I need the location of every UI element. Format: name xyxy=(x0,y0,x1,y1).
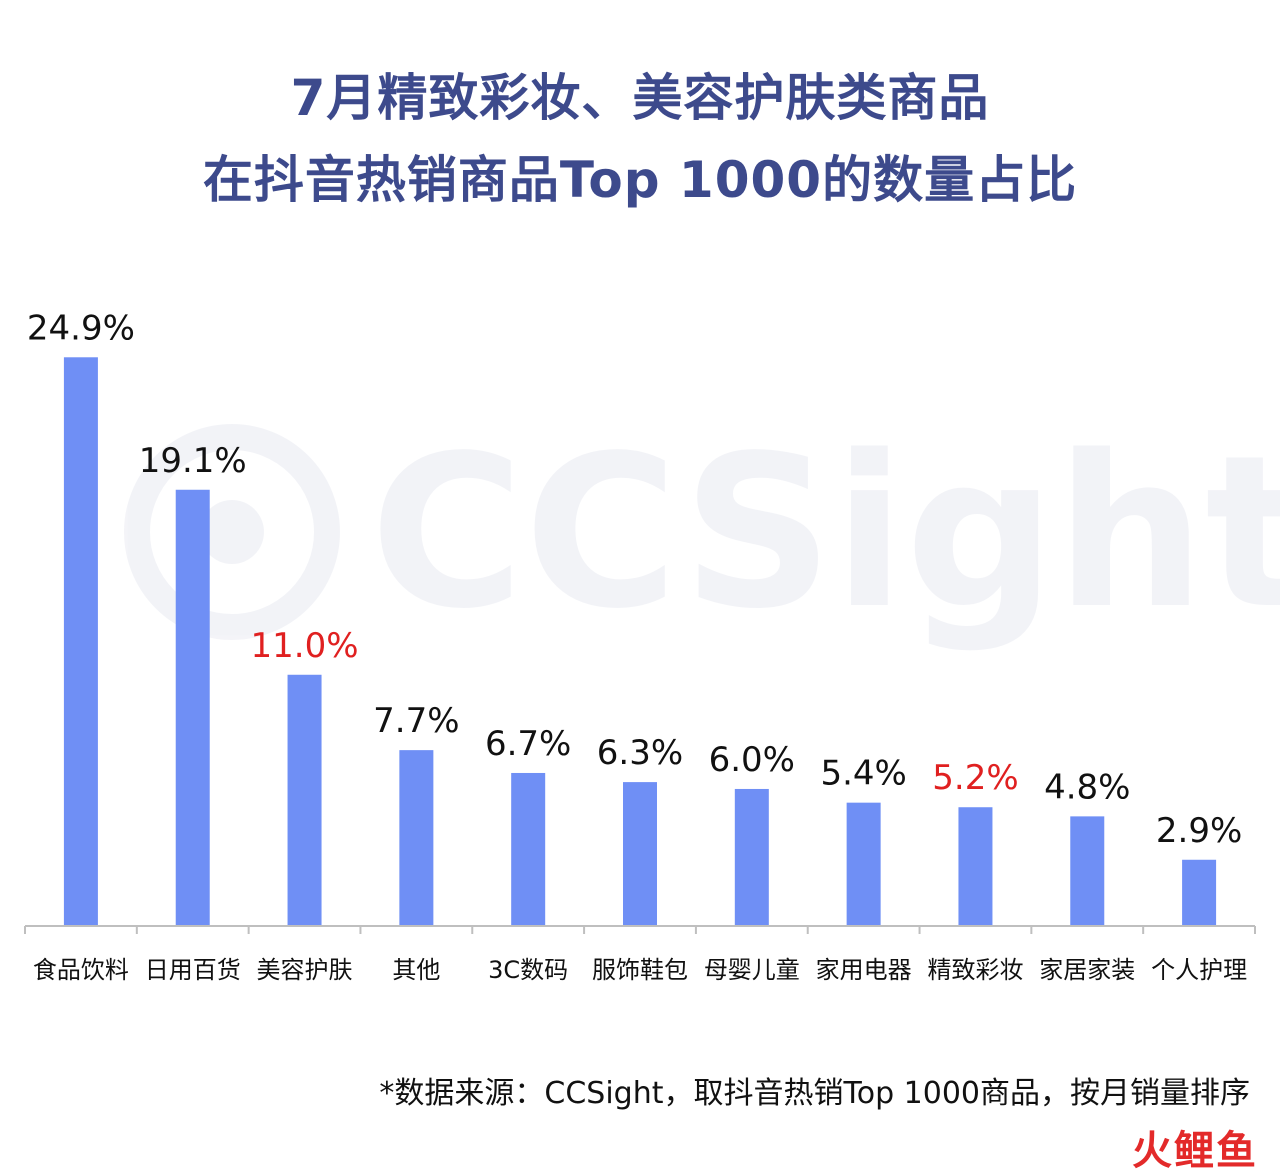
ccsight-watermark: CCSight xyxy=(124,410,1280,655)
value-label-10: 2.9% xyxy=(1156,811,1242,851)
x-tick-label-1: 日用百货 xyxy=(145,956,241,984)
x-ticks-group xyxy=(24,926,1256,934)
x-tick-label-6: 母婴儿童 xyxy=(704,956,800,984)
x-tick-label-8: 精致彩妆 xyxy=(927,956,1023,984)
bar-7 xyxy=(846,802,881,926)
x-tick-label-2: 美容护肤 xyxy=(257,956,353,984)
x-tick-label-5: 服饰鞋包 xyxy=(592,956,688,984)
x-tick-label-3: 其他 xyxy=(392,956,440,984)
bar-9 xyxy=(1070,816,1105,926)
value-label-4: 6.7% xyxy=(485,724,571,764)
value-labels-group: 24.9% 19.1% 11.0% 7.7% 6.7% 6.3% 6.0% 5.4% 5.2% 4… xyxy=(27,308,1242,850)
bar-0 xyxy=(63,357,98,926)
source-note: *数据来源：CCSight，取抖音热销Top 1000商品，按月销量排序 xyxy=(379,1076,1250,1111)
corner-logo: 火鲤鱼 xyxy=(1132,1118,1258,1176)
value-label-0: 24.9% xyxy=(27,308,135,348)
value-label-8: 5.2% xyxy=(932,758,1018,798)
bar-2 xyxy=(287,674,322,926)
watermark-pupil-icon xyxy=(200,500,264,564)
bar-6 xyxy=(734,788,769,926)
bar-1 xyxy=(175,489,210,926)
bar-8 xyxy=(958,807,993,926)
value-label-2: 11.0% xyxy=(251,626,359,666)
x-tick-label-7: 家用电器 xyxy=(816,956,912,984)
value-label-6: 6.0% xyxy=(709,740,795,780)
value-label-7: 5.4% xyxy=(820,754,906,794)
bar-10 xyxy=(1182,859,1217,926)
x-tick-label-10: 个人护理 xyxy=(1151,956,1247,984)
x-tick-label-0: 食品饮料 xyxy=(33,956,129,984)
value-label-9: 4.8% xyxy=(1044,767,1130,807)
watermark-text: CCSight xyxy=(370,410,1280,655)
x-tick-labels-group: 食品饮料 日用百货 美容护肤 其他 3C数码 服饰鞋包 母婴儿童 家用电器 精致彩妆 家居家装 个人… xyxy=(33,956,1247,984)
bar-5 xyxy=(623,782,657,926)
chart-title-line-1: 7月精致彩妆、美容护肤类商品 xyxy=(290,69,990,127)
corner-logo-text: 火鲤鱼 xyxy=(1132,1128,1258,1174)
value-label-5: 6.3% xyxy=(597,733,683,773)
watermark-eye-icon xyxy=(124,424,340,640)
bars-group xyxy=(63,357,1217,926)
bar-4 xyxy=(511,772,546,926)
value-label-3: 7.7% xyxy=(373,701,459,741)
chart-title-line-2: 在抖音热销商品Top 1000的数量占比 xyxy=(202,151,1078,209)
x-tick-label-9: 家居家装 xyxy=(1039,956,1135,984)
bar-3 xyxy=(399,750,434,926)
x-tick-label-4: 3C数码 xyxy=(488,956,568,984)
value-label-1: 19.1% xyxy=(139,441,247,481)
